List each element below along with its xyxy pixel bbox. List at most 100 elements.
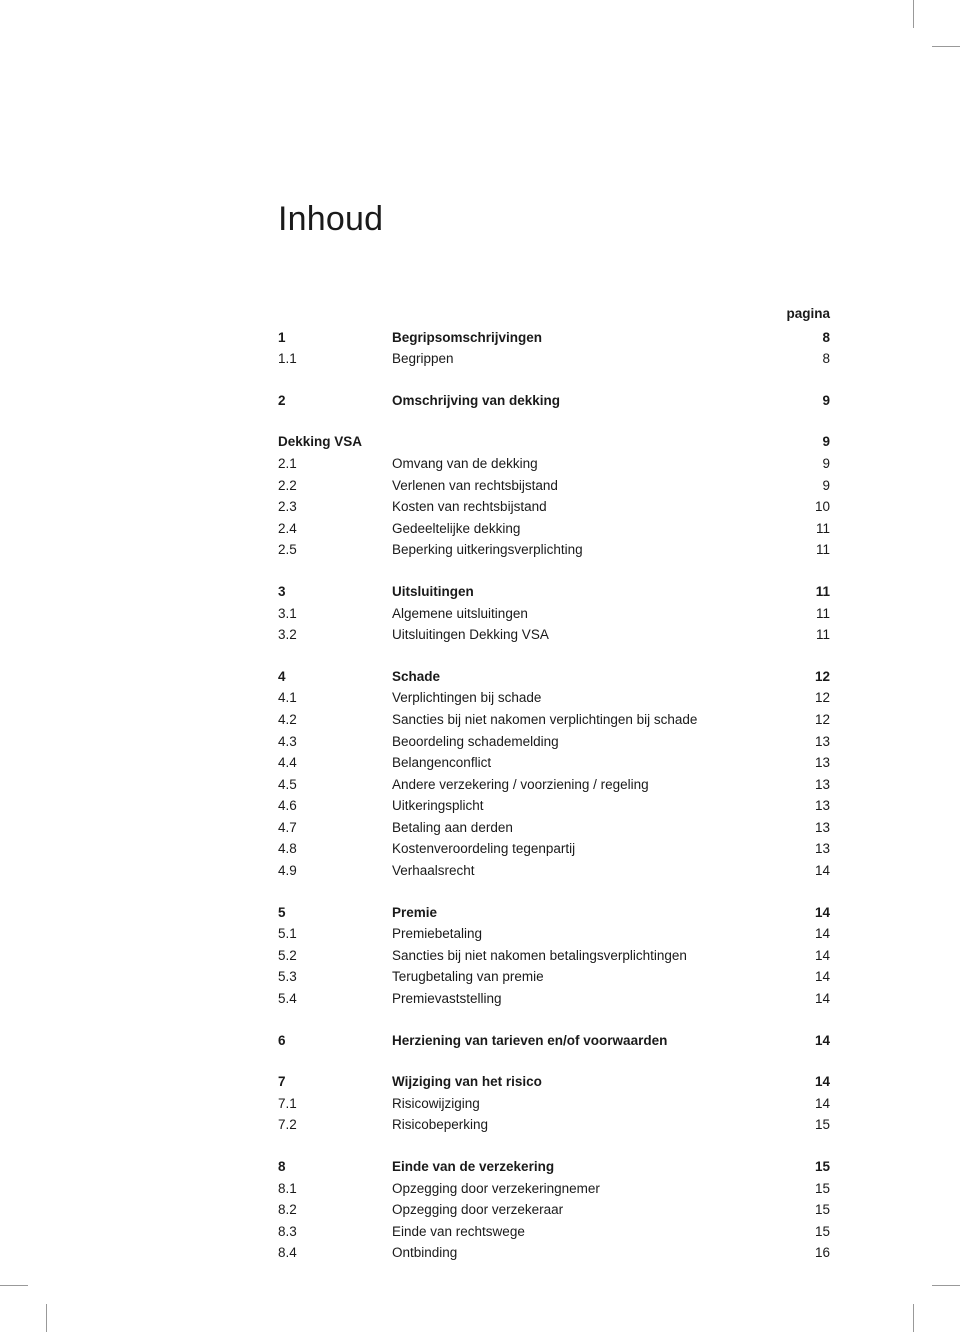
toc-entry-number: 3.2 — [278, 624, 392, 646]
toc-entry-number: 3 — [278, 581, 392, 603]
toc-entry-title: Sancties bij niet nakomen betalingsverpl… — [392, 945, 780, 967]
toc-row: 7.1Risicowijziging14 — [278, 1093, 830, 1115]
toc-entry-page: 14 — [780, 1071, 830, 1093]
toc-page-column-label: pagina — [780, 303, 830, 325]
toc-entry-title: Omvang van de dekking — [392, 453, 780, 475]
toc-entry-title: Opzegging door verzekeraar — [392, 1199, 780, 1221]
toc-entry-number: Dekking VSA — [278, 431, 780, 453]
toc-row: 1.1Begrippen8 — [278, 348, 830, 370]
toc-section-gap — [278, 370, 830, 390]
toc-entry-title: Premie — [392, 902, 780, 924]
toc-entry-title: Einde van rechtswege — [392, 1221, 780, 1243]
toc-entry-page: 14 — [780, 966, 830, 988]
toc-row: 4.4Belangenconflict13 — [278, 752, 830, 774]
toc-entry-number: 4.2 — [278, 709, 392, 731]
toc-entry-title: Beperking uitkeringsverplichting — [392, 539, 780, 561]
toc-entry-number: 4.6 — [278, 795, 392, 817]
toc-header-spacer — [278, 303, 392, 325]
toc-entry-title: Kostenveroordeling tegenpartij — [392, 838, 780, 860]
toc-entry-number: 5.4 — [278, 988, 392, 1010]
toc-entry-title: Begripsomschrijvingen — [392, 327, 780, 349]
toc-entry-page: 14 — [780, 902, 830, 924]
toc-entry-number: 5.3 — [278, 966, 392, 988]
toc-entry-title: Herziening van tarieven en/of voorwaarde… — [392, 1030, 780, 1052]
toc-row: 8.1Opzegging door verzekeringnemer15 — [278, 1178, 830, 1200]
toc-entry-number: 3.1 — [278, 603, 392, 625]
toc-row: 5.4Premievaststelling14 — [278, 988, 830, 1010]
toc-section-gap — [278, 411, 830, 431]
toc-entry-title: Omschrijving van dekking — [392, 390, 780, 412]
toc-entry-page: 13 — [780, 731, 830, 753]
toc-row: 4Schade12 — [278, 666, 830, 688]
toc-entry-page: 12 — [780, 666, 830, 688]
toc-entry-title: Ontbinding — [392, 1242, 780, 1264]
toc-entry-title: Terugbetaling van premie — [392, 966, 780, 988]
toc-entry-page: 15 — [780, 1178, 830, 1200]
toc-entry-page: 15 — [780, 1156, 830, 1178]
toc-entry-number: 2.3 — [278, 496, 392, 518]
toc-row: 2.3Kosten van rechtsbijstand10 — [278, 496, 830, 518]
toc-entry-number: 5.2 — [278, 945, 392, 967]
toc-entry-page: 13 — [780, 752, 830, 774]
toc-entry-title: Beoordeling schademelding — [392, 731, 780, 753]
toc-entry-title: Kosten van rechtsbijstand — [392, 496, 780, 518]
toc-row: 4.5Andere verzekering / voorziening / re… — [278, 774, 830, 796]
toc-entry-page: 14 — [780, 945, 830, 967]
toc-section-gap — [278, 1010, 830, 1030]
toc-row: 8.4Ontbinding16 — [278, 1242, 830, 1264]
toc-entry-title: Opzegging door verzekeringnemer — [392, 1178, 780, 1200]
toc-entry-number: 7.2 — [278, 1114, 392, 1136]
toc-entry-number: 8 — [278, 1156, 392, 1178]
toc-section-gap — [278, 1051, 830, 1071]
toc-row: Dekking VSA9 — [278, 431, 830, 453]
toc-row: 3.1Algemene uitsluitingen11 — [278, 603, 830, 625]
toc-entry-title: Begrippen — [392, 348, 780, 370]
toc-entry-number: 8.4 — [278, 1242, 392, 1264]
toc-row: 8.2Opzegging door verzekeraar15 — [278, 1199, 830, 1221]
toc-entry-title: Belangenconflict — [392, 752, 780, 774]
toc-entry-page: 11 — [780, 539, 830, 561]
toc-entry-number: 1.1 — [278, 348, 392, 370]
toc-entry-number: 4.7 — [278, 817, 392, 839]
toc-row: 2.1Omvang van de dekking9 — [278, 453, 830, 475]
toc-entry-page: 9 — [780, 475, 830, 497]
toc-row: 2.4Gedeeltelijke dekking11 — [278, 518, 830, 540]
toc-entry-number: 2.2 — [278, 475, 392, 497]
toc-entry-page: 13 — [780, 795, 830, 817]
toc-entry-title: Verhaalsrecht — [392, 860, 780, 882]
toc-section-gap — [278, 561, 830, 581]
toc-entry-page: 11 — [780, 624, 830, 646]
toc-entry-page: 8 — [780, 348, 830, 370]
toc-row: 4.8Kostenveroordeling tegenpartij13 — [278, 838, 830, 860]
page-title: Inhoud — [278, 200, 830, 239]
toc-row: 6Herziening van tarieven en/of voorwaard… — [278, 1030, 830, 1052]
toc-entry-page: 12 — [780, 709, 830, 731]
toc-row: 2.2Verlenen van rechtsbijstand9 — [278, 475, 830, 497]
toc-entry-page: 14 — [780, 988, 830, 1010]
toc-entry-number: 4.3 — [278, 731, 392, 753]
toc-row: 7Wijziging van het risico14 — [278, 1071, 830, 1093]
toc-entry-title: Gedeeltelijke dekking — [392, 518, 780, 540]
toc-entry-number: 4.5 — [278, 774, 392, 796]
toc-entry-title: Risicowijziging — [392, 1093, 780, 1115]
toc-entry-title: Wijziging van het risico — [392, 1071, 780, 1093]
toc-entry-number: 4.8 — [278, 838, 392, 860]
toc-entry-number: 6 — [278, 1030, 392, 1052]
toc-row: 2.5Beperking uitkeringsverplichting11 — [278, 539, 830, 561]
toc-entry-title: Uitsluitingen — [392, 581, 780, 603]
toc-entry-page: 14 — [780, 923, 830, 945]
toc-section-gap — [278, 1136, 830, 1156]
document-page: Inhoud pagina 1Begripsomschrijvingen81.1… — [0, 0, 960, 1332]
toc-entry-page: 11 — [780, 518, 830, 540]
toc-entry-number: 2.4 — [278, 518, 392, 540]
toc-entry-page: 15 — [780, 1114, 830, 1136]
toc-row: 8.3Einde van rechtswege15 — [278, 1221, 830, 1243]
toc-row: 3.2Uitsluitingen Dekking VSA11 — [278, 624, 830, 646]
toc-entry-title: Risicobeperking — [392, 1114, 780, 1136]
toc-entry-number: 2.1 — [278, 453, 392, 475]
toc-section-gap — [278, 646, 830, 666]
toc-entry-title: Premiebetaling — [392, 923, 780, 945]
toc-row: 8Einde van de verzekering15 — [278, 1156, 830, 1178]
toc-row: 5.3Terugbetaling van premie14 — [278, 966, 830, 988]
toc-entry-page: 16 — [780, 1242, 830, 1264]
